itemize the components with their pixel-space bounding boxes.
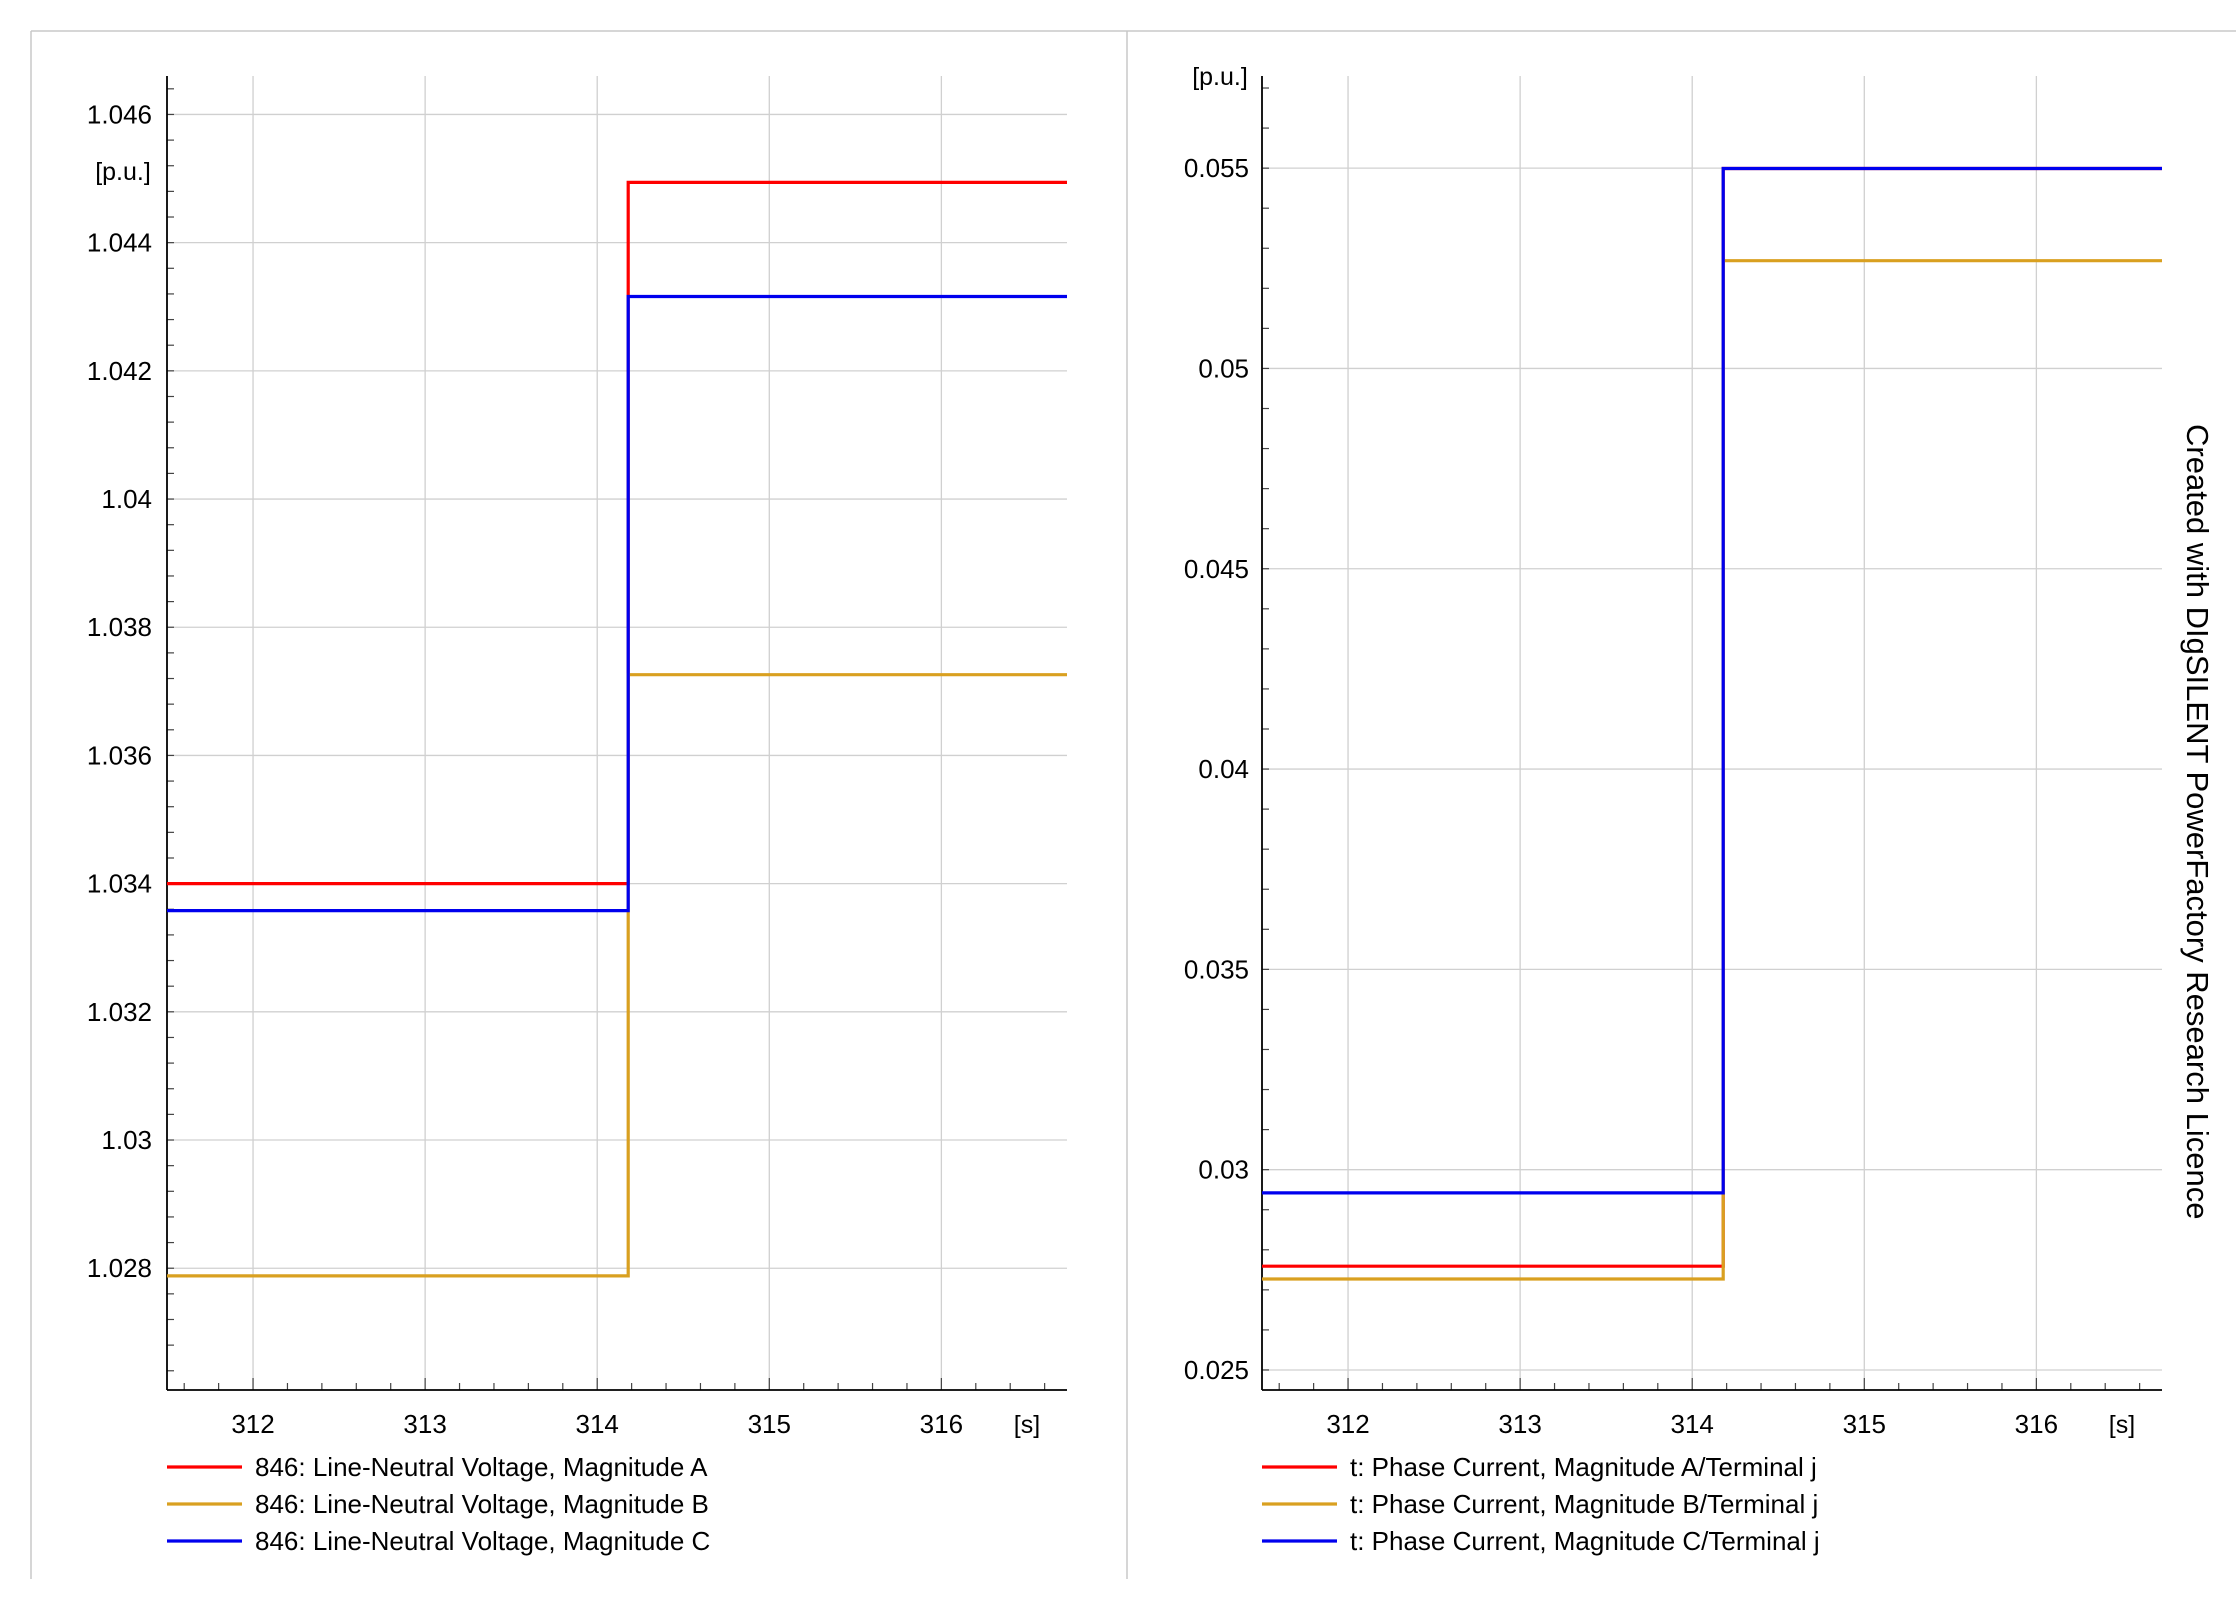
- series-line-3: [167, 294, 1067, 913]
- y-tick-label: 1.04: [101, 484, 152, 514]
- y-tick-label: 1.038: [87, 612, 152, 642]
- voltage-chart-panel: 312 313 314 315 316 1.028 1.03 1.032 1.034 1.036 1…: [87, 76, 1067, 1556]
- x-tick-label: 312: [1326, 1409, 1369, 1439]
- y-tick-label: 1.032: [87, 997, 152, 1027]
- y-tick-label: 0.04: [1198, 754, 1249, 784]
- x-tick-label: 316: [920, 1409, 963, 1439]
- y-tick-label: 1.028: [87, 1253, 152, 1283]
- y-tick-label: 1.034: [87, 869, 152, 899]
- y-tick-label: 1.044: [87, 228, 152, 258]
- x-tick-label: 314: [1671, 1409, 1714, 1439]
- legend-label: 846: Line-Neutral Voltage, Magnitude B: [255, 1489, 709, 1519]
- y-tick-label: 0.035: [1184, 954, 1249, 984]
- legend-label: t: Phase Current, Magnitude C/Terminal j: [1350, 1526, 1820, 1556]
- watermark-text: Created with DIgSILENT PowerFactory Rese…: [2180, 424, 2215, 1219]
- x-tick-label: 313: [403, 1409, 446, 1439]
- x-tick-label: 315: [1843, 1409, 1886, 1439]
- legend-label: 846: Line-Neutral Voltage, Magnitude A: [255, 1452, 708, 1482]
- y-tick-label: 0.025: [1184, 1355, 1249, 1385]
- y-tick-label: 0.03: [1198, 1155, 1249, 1185]
- y-tick-label: 1.042: [87, 356, 152, 386]
- y-axis-unit-label: [p.u.]: [95, 158, 151, 186]
- y-tick-label: 0.045: [1184, 554, 1249, 584]
- series-line-2: [167, 673, 1067, 1278]
- legend-label: t: Phase Current, Magnitude B/Terminal j: [1350, 1489, 1818, 1519]
- y-tick-label: 1.036: [87, 740, 152, 770]
- x-tick-label: 314: [576, 1409, 619, 1439]
- current-chart-panel: 312 313 314 315 316 0.025 0.03 0.035 0.04 0.045 0.…: [1184, 63, 2162, 1556]
- y-tick-label: 0.055: [1184, 153, 1249, 183]
- y-tick-label: 0.05: [1198, 353, 1249, 383]
- x-tick-label: 313: [1498, 1409, 1541, 1439]
- series-line-3: [1262, 166, 2162, 1195]
- x-axis-unit-label: [s]: [2109, 1411, 2135, 1439]
- legend-label: 846: Line-Neutral Voltage, Magnitude C: [255, 1526, 710, 1556]
- y-axis-unit-label: [p.u.]: [1192, 63, 1248, 91]
- x-axis-unit-label: [s]: [1014, 1411, 1040, 1439]
- y-tick-label: 1.046: [87, 99, 152, 129]
- x-tick-label: 315: [748, 1409, 791, 1439]
- x-tick-label: 316: [2015, 1409, 2058, 1439]
- y-tick-label: 1.03: [101, 1125, 152, 1155]
- legend-label: t: Phase Current, Magnitude A/Terminal j: [1350, 1452, 1817, 1482]
- x-tick-label: 312: [231, 1409, 274, 1439]
